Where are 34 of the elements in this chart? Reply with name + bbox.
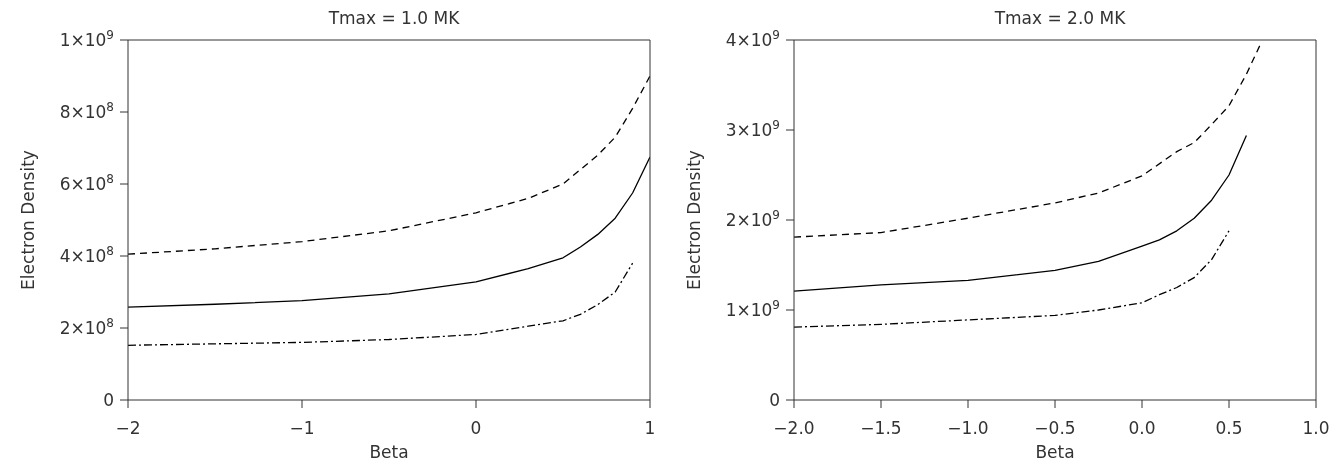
line-series [128, 75, 650, 255]
chart-title: Tmax = 2.0 MK [993, 8, 1127, 30]
x-axis-title: Beta [369, 442, 409, 462]
x-tick-label: −1 [289, 418, 315, 438]
y-axis-title: Electron Density [18, 150, 39, 290]
y-tick-label: 0 [769, 390, 780, 410]
x-tick-label: −1.5 [860, 418, 902, 438]
y-tick-label: 8×10$^{8}$ [59, 100, 114, 122]
chart-title: Tmax = 1.0 MK [327, 8, 461, 30]
line-series [794, 43, 1261, 238]
x-tick-label: 0.0 [1128, 418, 1156, 438]
y-tick-label: 4×10$^{8}$ [59, 244, 114, 266]
y-tick-label: 2×10$^{8}$ [59, 316, 114, 338]
line-series [794, 230, 1230, 328]
x-tick-label: 0.5 [1215, 418, 1243, 438]
x-tick-label: 1 [644, 418, 656, 438]
y-tick-label: 1×10$^{9}$ [59, 28, 114, 50]
x-axis-title: Beta [1035, 442, 1075, 462]
x-tick-label: −0.5 [1034, 418, 1076, 438]
x-tick-label: −2.0 [773, 418, 815, 438]
y-tick-label: 4×10$^{9}$ [725, 28, 780, 50]
y-tick-label: 3×10$^{9}$ [725, 118, 780, 140]
x-tick-label: 0 [470, 418, 482, 438]
y-tick-label: 6×10$^{8}$ [59, 172, 114, 194]
y-tick-label: 2×10$^{9}$ [725, 208, 780, 230]
y-tick-label: 1×10$^{9}$ [725, 298, 780, 320]
y-axis-title: Electron Density [684, 150, 705, 290]
y-tick-label: 0 [103, 390, 114, 410]
line-series [794, 134, 1248, 292]
x-tick-label: 1.0 [1302, 418, 1330, 438]
line-series [128, 156, 650, 308]
line-series [128, 262, 634, 346]
x-tick-label: −1.0 [947, 418, 989, 438]
x-tick-label: −2 [115, 418, 141, 438]
